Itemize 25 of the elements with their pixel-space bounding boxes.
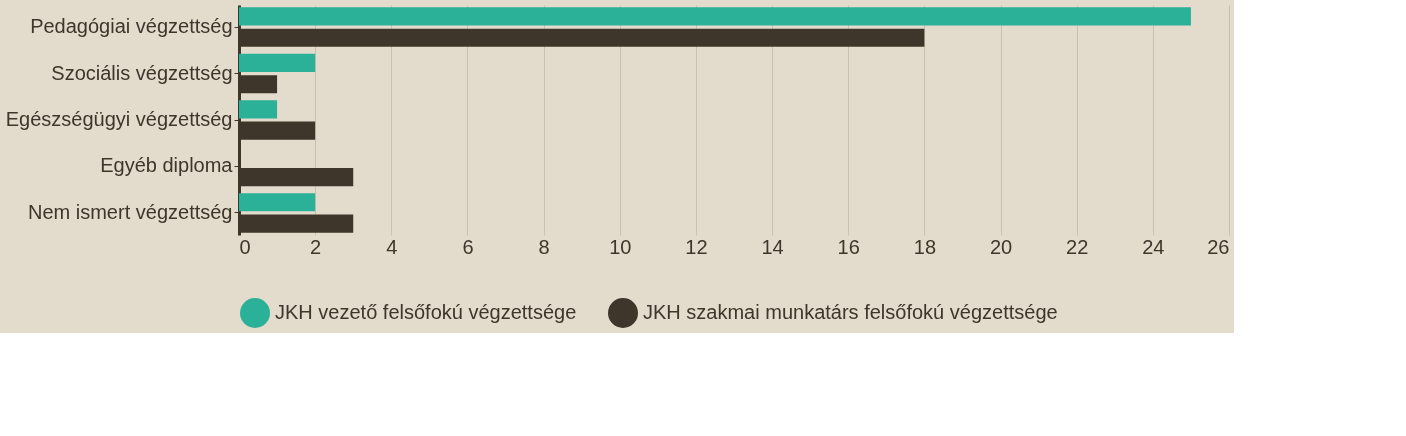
- x-tick-label: 24: [1142, 235, 1165, 258]
- x-tick-label: 8: [538, 235, 550, 258]
- legend-label: JKH szakmai munkatárs felsőfokú végzettsége: [643, 301, 1058, 323]
- y-tick-label: Pedagógiai végzettség: [30, 15, 233, 38]
- x-tick-label: 2: [310, 235, 322, 258]
- x-tick-label: 16: [837, 235, 860, 258]
- x-tick-label: 18: [913, 235, 937, 258]
- y-tick-label: Szociális végzettség: [51, 61, 233, 84]
- x-tick-label: 6: [462, 235, 474, 258]
- x-tick-label: 20: [989, 235, 1013, 258]
- bar: [239, 53, 316, 72]
- bar: [239, 100, 278, 119]
- x-tick-label: 10: [609, 235, 632, 258]
- x-tick-label: 26: [1207, 235, 1230, 258]
- bar: [239, 7, 1191, 26]
- y-tick-label: Egészségügyi végzettség: [5, 108, 233, 130]
- x-tick-label: 14: [761, 235, 784, 258]
- y-tick-label: Nem ismert végzettség: [27, 200, 233, 223]
- x-tick-label: 4: [386, 235, 398, 258]
- legend-label: JKH vezető felsőfokú végzettsége: [275, 301, 577, 323]
- x-tick-label: 22: [1066, 235, 1089, 258]
- x-tick-label: 0: [239, 235, 251, 258]
- x-tick-label: 12: [685, 235, 708, 258]
- y-tick-label: Egyéb diploma: [100, 154, 234, 177]
- bar: [239, 193, 316, 212]
